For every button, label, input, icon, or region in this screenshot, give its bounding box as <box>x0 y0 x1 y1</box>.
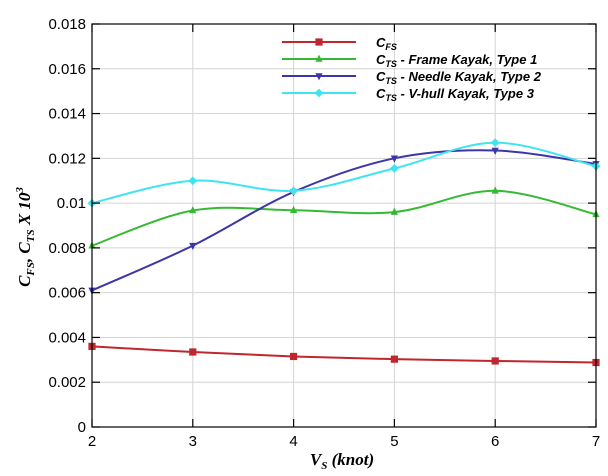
series-1-point <box>189 348 197 356</box>
x-tick-label: 3 <box>189 433 197 450</box>
y-tick-label: 0.01 <box>57 195 86 212</box>
series-3-point <box>390 155 398 163</box>
y-axis-title: CFS, CTS X 103 <box>14 187 37 287</box>
y-tick-label: 0 <box>78 419 86 436</box>
y-tick-label: 0.008 <box>48 240 86 257</box>
x-tick-label: 2 <box>88 433 96 450</box>
legend-swatch-marker <box>314 88 324 98</box>
series-4-point <box>390 164 399 173</box>
x-tick-label: 7 <box>592 433 600 450</box>
legend-item: CTS - Frame Kayak, Type 1 <box>282 52 537 69</box>
y-tick-label: 0.014 <box>48 106 86 123</box>
legend-label: CTS - Frame Kayak, Type 1 <box>376 52 537 69</box>
legend-swatch-marker <box>315 54 323 62</box>
legend-item: CTS - V-hull Kayak, Type 3 <box>282 86 535 103</box>
legend-item: CTS - Needle Kayak, Type 2 <box>282 69 542 86</box>
series-4-point <box>490 138 500 148</box>
y-tick-label: 0.018 <box>48 16 86 33</box>
x-tick-label: 6 <box>491 433 499 450</box>
series-4-point <box>188 176 198 186</box>
series-1-point <box>390 355 398 363</box>
series-4-point <box>289 186 298 196</box>
series-2-line <box>91 189 597 247</box>
legend-swatch-marker <box>315 73 323 81</box>
x-axis-title: VS (knot) <box>310 450 374 472</box>
series-3-point <box>491 147 499 155</box>
y-tick-label: 0.002 <box>48 374 86 391</box>
legend-item: CFS <box>282 35 397 52</box>
series-2-point <box>390 207 398 215</box>
series-3-point <box>189 242 197 251</box>
gridlines <box>92 24 596 427</box>
series-1-line <box>91 345 597 364</box>
series-4-line <box>91 141 597 205</box>
series-1-point <box>290 352 298 361</box>
series-2 <box>88 186 600 249</box>
x-tick-labels: 2 3 4 5 6 7 <box>88 433 600 450</box>
tick-marks <box>91 23 597 428</box>
series-1-point <box>491 357 499 365</box>
legend-swatch-marker <box>315 38 323 46</box>
legend-label: CTS - Needle Kayak, Type 2 <box>376 69 542 86</box>
series-4 <box>87 138 601 208</box>
y-tick-label: 0.004 <box>48 329 86 346</box>
plot-frame <box>91 23 597 428</box>
x-tick-label: 5 <box>390 433 398 450</box>
series-group <box>87 138 601 367</box>
y-tick-label: 0.016 <box>48 61 86 78</box>
series-1 <box>88 342 600 367</box>
legend-label: CTS - V-hull Kayak, Type 3 <box>376 86 535 103</box>
y-tick-labels: 0 0.002 0.004 0.006 0.008 0.01 0.012 0.014 0.016… <box>48 16 86 436</box>
y-tick-label: 0.012 <box>48 150 86 167</box>
series-3-line <box>91 149 597 292</box>
x-tick-label: 4 <box>289 433 297 450</box>
legend-label: CFS <box>376 35 397 52</box>
series-2-point <box>491 186 499 194</box>
series-2-point <box>189 206 197 214</box>
series-2-point <box>290 205 298 214</box>
y-tick-label: 0.006 <box>48 285 86 302</box>
series-3 <box>88 147 600 295</box>
